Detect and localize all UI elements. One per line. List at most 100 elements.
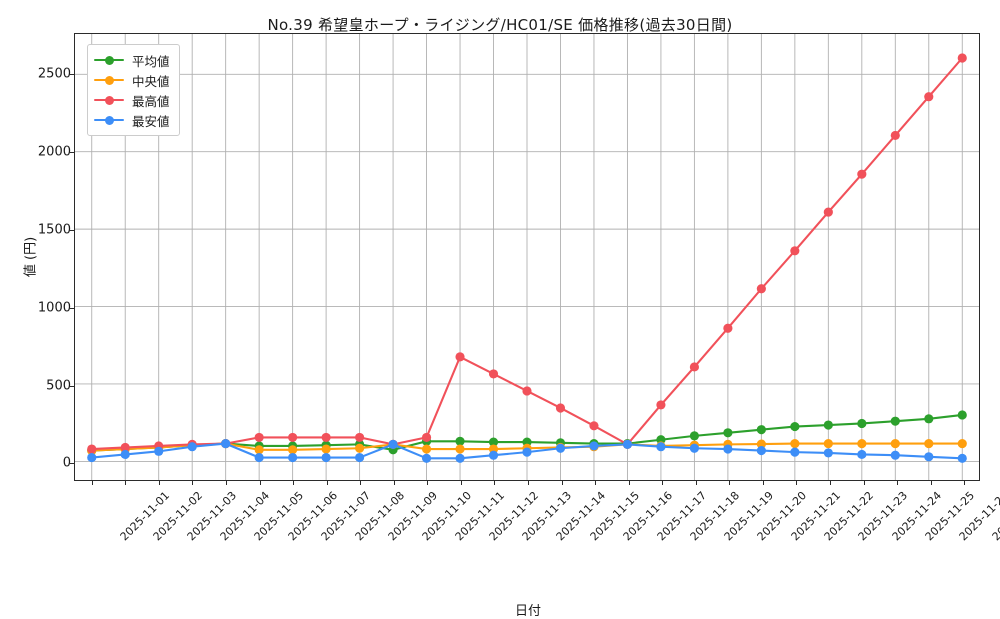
series-point <box>421 432 432 442</box>
legend-item[interactable]: 最高値 <box>94 90 170 110</box>
x-axis-label: 日付 <box>514 604 541 619</box>
series-point <box>689 431 699 441</box>
series-point <box>154 446 164 456</box>
x-axis-tick <box>226 480 227 485</box>
series-point <box>723 428 733 438</box>
legend-item-label: 最高値 <box>132 93 170 109</box>
series-point <box>321 432 331 442</box>
series-point <box>756 439 766 449</box>
chart-series <box>87 439 967 463</box>
legend-item[interactable]: 平均値 <box>94 50 170 70</box>
x-axis-tick <box>662 480 664 485</box>
series-point <box>622 439 633 449</box>
series-point <box>823 420 833 430</box>
y-axis-tick-label: 2500 <box>37 66 71 82</box>
legend-swatch-icon <box>94 93 124 107</box>
chart-figure: No.39 希望皇ホープ・ライジング/HC01/SE 価格推移(過去30日間) … <box>24 16 1000 619</box>
series-point <box>924 452 934 462</box>
x-axis-tick <box>595 480 597 485</box>
series-point <box>87 452 97 463</box>
series-point <box>388 439 398 449</box>
series-point <box>857 439 867 449</box>
series-point <box>455 436 465 446</box>
y-axis-tick <box>70 307 75 309</box>
plot-area: 2025-11-01 2025-11-02 2025-11-03 2025-11-04… <box>24 33 1000 619</box>
series-point <box>589 421 599 431</box>
series-point <box>723 323 733 333</box>
series-point <box>957 453 967 463</box>
series-point <box>321 452 331 463</box>
x-axis-tick <box>863 480 865 485</box>
series-point <box>689 443 699 453</box>
series-point <box>254 432 264 442</box>
series-point <box>522 447 532 457</box>
series-point <box>254 452 264 463</box>
series-point <box>857 418 867 429</box>
data-layer <box>87 53 967 463</box>
series-point <box>957 53 967 63</box>
grid-layer <box>75 34 979 480</box>
x-axis-tick <box>964 480 966 485</box>
series-point <box>823 207 833 217</box>
series-point <box>656 400 666 410</box>
series-point <box>221 439 231 449</box>
legend-swatch-icon <box>94 113 124 127</box>
x-axis-tick <box>930 480 932 485</box>
y-axis-tick-label: 1000 <box>37 300 71 316</box>
legend-marker-icon <box>104 95 114 105</box>
legend-item[interactable]: 中央値 <box>94 70 170 90</box>
x-axis-tick <box>729 480 731 485</box>
x-axis-tick <box>293 480 295 485</box>
legend-item-label: 最安値 <box>132 113 170 129</box>
legend-item[interactable]: 最安値 <box>94 110 170 130</box>
series-point <box>421 444 432 454</box>
series-point <box>488 450 499 460</box>
x-axis-tick <box>460 480 462 485</box>
chart-legend[interactable]: 平均値中央値最高値最安値 <box>87 44 180 136</box>
chart-series <box>87 53 967 454</box>
legend-marker-icon <box>104 75 114 85</box>
series-point <box>355 452 365 463</box>
x-axis-tick <box>360 480 362 485</box>
series-point <box>857 169 867 179</box>
legend-swatch-icon <box>94 53 124 67</box>
series-point <box>555 443 566 453</box>
x-axis-tick <box>830 480 831 485</box>
legend-marker-icon <box>104 115 114 125</box>
x-axis-tick <box>125 480 127 485</box>
series-point <box>355 443 365 453</box>
y-axis-tick <box>70 385 75 387</box>
x-axis-tick <box>628 480 630 485</box>
series-point <box>187 442 197 452</box>
series-point <box>756 284 766 294</box>
series-point <box>321 444 331 454</box>
x-axis-tick <box>796 480 798 485</box>
series-point <box>288 452 298 463</box>
series-point <box>957 410 967 420</box>
series-point <box>455 444 465 454</box>
series-point <box>288 432 298 442</box>
y-axis-tick <box>70 230 75 231</box>
x-axis-tick <box>91 480 93 485</box>
y-axis-tick-label: 500 <box>46 378 71 394</box>
x-axis-tick <box>326 480 328 485</box>
series-point <box>723 444 733 454</box>
series-point <box>890 439 900 449</box>
y-axis-label: 値 (円) <box>23 236 39 278</box>
series-point <box>857 449 867 460</box>
series-point <box>120 442 130 453</box>
series-point <box>924 414 934 424</box>
series-point <box>756 425 766 435</box>
series-point <box>756 445 766 456</box>
x-axis-tick <box>259 480 261 485</box>
chart-title: No.39 希望皇ホープ・ライジング/HC01/SE 価格推移(過去30日間) <box>267 16 733 34</box>
series-point <box>455 453 465 463</box>
series-point <box>455 352 465 362</box>
legend-marker-icon <box>104 55 114 65</box>
x-axis-tick <box>494 480 496 485</box>
x-axis-tick <box>897 480 899 485</box>
series-point <box>288 445 298 455</box>
y-axis-tick <box>70 74 75 76</box>
series-point <box>924 92 934 102</box>
legend-item-label: 中央値 <box>132 73 170 89</box>
